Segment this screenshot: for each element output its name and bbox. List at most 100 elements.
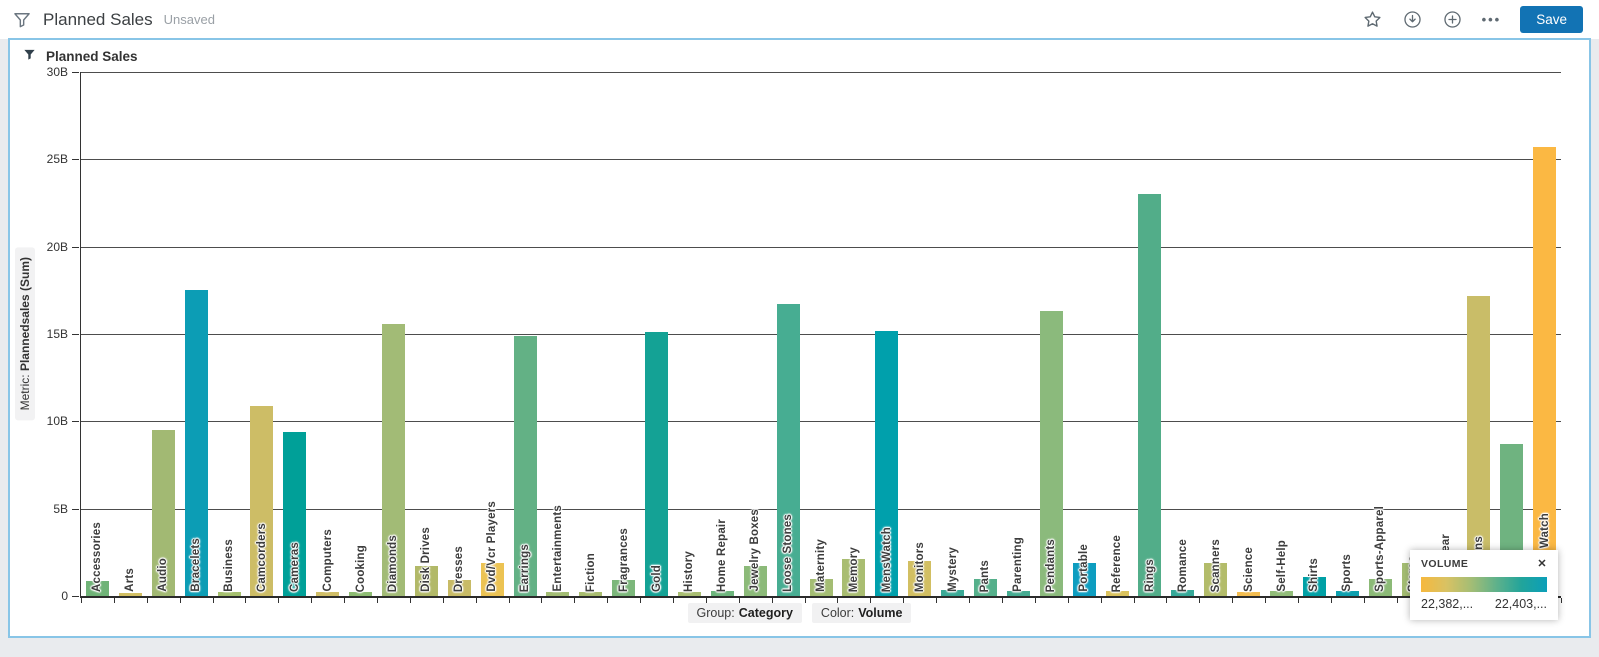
x-tick [1036, 598, 1069, 603]
unsaved-badge: Unsaved [163, 12, 215, 27]
bar-Sports-Apparel[interactable] [1368, 578, 1392, 596]
bar-label-Camcorders: Camcorders [255, 522, 268, 592]
bar-Mystery[interactable] [941, 589, 965, 596]
bar-Camcorders[interactable] [250, 405, 274, 596]
bar-Sports[interactable] [1335, 590, 1359, 596]
encoding-footer: Group: Category Color: Volume [687, 603, 912, 623]
x-tick [1135, 598, 1168, 603]
bar-Accessories[interactable] [85, 581, 109, 596]
x-tick [773, 598, 806, 603]
bar-Computers[interactable] [316, 591, 340, 596]
gridline-10B [81, 421, 1561, 423]
bar-Science[interactable] [1237, 591, 1261, 596]
bar-Self-Help[interactable] [1270, 590, 1293, 596]
bar-Monitors[interactable] [908, 561, 932, 596]
close-icon[interactable]: ✕ [1537, 557, 1547, 570]
bar-Cameras[interactable] [283, 431, 307, 596]
bar-slot-26: Mystery [936, 72, 969, 596]
color-label: Color: [820, 606, 855, 620]
bar-label-Cameras: Cameras [288, 542, 301, 592]
bar-slot-1: Arts [114, 72, 147, 596]
bar-Portable[interactable] [1072, 562, 1096, 596]
bar-Home Repair[interactable] [710, 590, 734, 596]
bar-Dvd/Vcr Players[interactable] [480, 562, 504, 596]
chart-title: Planned Sales [46, 48, 138, 64]
bar-Audio[interactable] [151, 430, 175, 596]
bar-slot-9: Diamonds [377, 72, 410, 596]
bar-Fiction[interactable] [579, 591, 603, 596]
bar-Diamonds[interactable] [381, 323, 405, 596]
bar-label-Jewelry Boxes: Jewelry Boxes [749, 509, 762, 592]
bar-label-Sports-Apparel: Sports-Apparel [1374, 506, 1387, 592]
bar-Watch[interactable] [1533, 147, 1557, 596]
x-tick [510, 598, 543, 603]
bar-label-Monitors: Monitors [913, 541, 926, 592]
bar-label-Earrings: Earrings [519, 543, 532, 592]
bar-Rings[interactable] [1138, 194, 1162, 596]
x-tick [115, 598, 148, 603]
star-favorite-button[interactable] [1362, 9, 1383, 30]
bar-Fragrances[interactable] [612, 580, 636, 596]
bar-label-Dresses: Dresses [453, 545, 466, 592]
bar-slot-20: Jewelry Boxes [739, 72, 772, 596]
bar-Gold[interactable] [645, 332, 669, 596]
bar-label-Pendants: Pendants [1045, 538, 1058, 592]
save-button[interactable]: Save [1520, 6, 1583, 33]
y-tick-label-15B: 15B [46, 327, 68, 341]
bar-Reference[interactable] [1105, 590, 1129, 596]
legend-gradient-bar [1421, 577, 1547, 592]
metric-name: Plannedsales (Sum) [18, 257, 32, 372]
bar-Pants[interactable] [973, 578, 997, 596]
x-tick [937, 598, 971, 603]
bar-slot-23: Memory [837, 72, 870, 596]
bar-label-Romance: Romance [1176, 538, 1189, 592]
download-circle-button[interactable] [1402, 9, 1423, 30]
bar-Bracelets[interactable] [184, 290, 208, 596]
bar-Arts[interactable] [118, 592, 142, 596]
metric-axis-label[interactable]: Metric: Plannedsales (Sum) [15, 72, 35, 596]
funnel-filled-icon [23, 48, 36, 64]
bar-Memory[interactable] [842, 559, 866, 596]
bar-label-Cooking: Cooking [354, 544, 367, 592]
bar-Dresses[interactable] [447, 580, 471, 596]
x-axis-ticks [81, 598, 1563, 603]
bar-label-Loose Stones: Loose Stones [782, 514, 795, 592]
bar-Pendants[interactable] [1039, 311, 1063, 596]
bar-slot-37: Shirts [1298, 72, 1331, 596]
x-tick [378, 598, 411, 603]
bar-slot-22: Maternity [805, 72, 838, 596]
bar-Maternity[interactable] [809, 578, 833, 596]
bar-slot-24: MensWatch [870, 72, 903, 596]
bar-Business[interactable] [217, 591, 241, 596]
bar-ns[interactable] [1467, 295, 1491, 596]
bar-Parenting[interactable] [1006, 590, 1030, 596]
bar-Cooking[interactable] [349, 591, 373, 596]
x-tick [345, 598, 379, 603]
y-tick-mark [72, 596, 79, 597]
color-pill[interactable]: Color: Volume [811, 603, 912, 623]
chart-panel: Planned Sales Metric: Plannedsales (Sum)… [8, 38, 1591, 638]
x-tick [970, 598, 1003, 603]
bar-Scanners[interactable] [1204, 562, 1228, 596]
add-circle-button[interactable] [1442, 9, 1463, 30]
y-tick-label-10B: 10B [46, 414, 68, 429]
bar-slot-41: Swimwear [1430, 72, 1463, 596]
bar-Shirts[interactable] [1302, 576, 1326, 596]
ellipsis-icon: ••• [1481, 12, 1502, 27]
bar-Disk Drives[interactable] [414, 566, 438, 596]
more-options-button[interactable]: ••• [1482, 12, 1502, 27]
bar-Loose Stones[interactable] [776, 304, 800, 596]
x-tick [575, 598, 609, 603]
bar-Entertainments[interactable] [546, 591, 570, 596]
bar-slot-16: Fragrances [607, 72, 640, 596]
bar-Earrings[interactable] [513, 335, 537, 596]
y-tick-label-0: 0 [61, 589, 68, 603]
bar-History[interactable] [677, 591, 701, 596]
bar-label-Entertainments: Entertainments [551, 505, 564, 592]
bar-MensWatch[interactable] [875, 330, 899, 596]
x-tick [1332, 598, 1365, 603]
bar-label-Dvd/Vcr Players: Dvd/Vcr Players [486, 501, 499, 592]
group-pill[interactable]: Group: Category [687, 603, 802, 623]
bar-Jewelry Boxes[interactable] [743, 566, 767, 596]
bar-Romance[interactable] [1171, 589, 1195, 596]
